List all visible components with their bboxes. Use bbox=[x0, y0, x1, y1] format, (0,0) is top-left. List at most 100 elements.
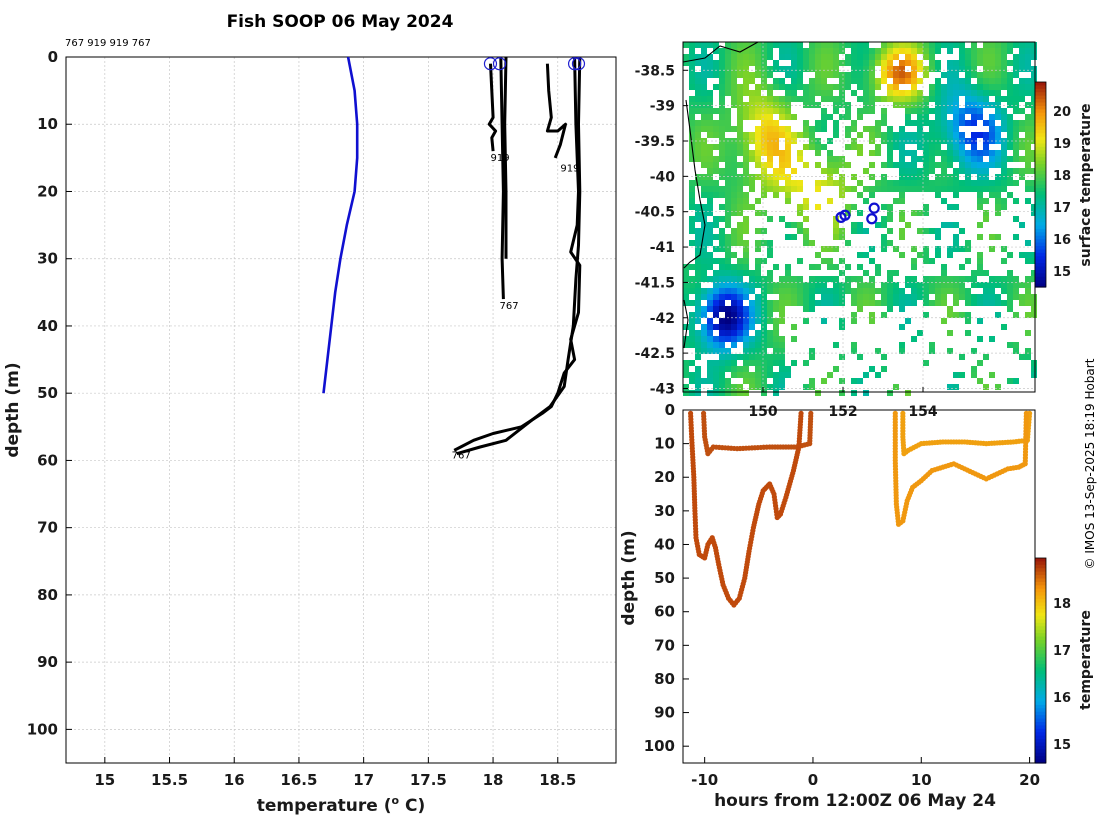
sst-cell bbox=[749, 132, 755, 138]
sst-cell bbox=[989, 42, 995, 48]
sst-cell bbox=[713, 72, 719, 78]
sst-cell bbox=[701, 288, 707, 294]
sst-cell bbox=[869, 192, 875, 198]
sst-cell bbox=[761, 186, 767, 192]
sst-cell bbox=[695, 342, 701, 348]
sst-cell bbox=[719, 204, 725, 210]
colorbar-swatch bbox=[1035, 105, 1046, 110]
sst-cell bbox=[1025, 168, 1031, 174]
sst-cell bbox=[977, 72, 983, 78]
sst-cell bbox=[785, 84, 791, 90]
profile-id-annotation: 767 bbox=[500, 301, 519, 312]
sst-cell bbox=[785, 372, 791, 378]
sst-cell bbox=[995, 204, 1001, 210]
sst-cell bbox=[707, 294, 713, 300]
sst-cell bbox=[743, 258, 749, 264]
sst-cell bbox=[881, 54, 887, 60]
sst-cell bbox=[791, 132, 797, 138]
colorbar-swatch bbox=[1035, 756, 1046, 761]
sst-cell bbox=[719, 324, 725, 330]
colorbar-swatch bbox=[1035, 208, 1046, 213]
sst-cell bbox=[971, 96, 977, 102]
sst-cell bbox=[971, 348, 977, 354]
sst-cell bbox=[977, 48, 983, 54]
sst-cell bbox=[749, 276, 755, 282]
sst-cell bbox=[935, 120, 941, 126]
sst-cell bbox=[1007, 300, 1013, 306]
sst-cell bbox=[869, 282, 875, 288]
sst-cell bbox=[695, 174, 701, 180]
sst-cell bbox=[689, 324, 695, 330]
sst-cell bbox=[761, 360, 767, 366]
sst-cell bbox=[695, 366, 701, 372]
sst-cell bbox=[737, 174, 743, 180]
sst-cell bbox=[863, 42, 869, 48]
sst-cell bbox=[971, 132, 977, 138]
sst-cell bbox=[929, 126, 935, 132]
sst-cell bbox=[737, 84, 743, 90]
sst-cell bbox=[893, 132, 899, 138]
sst-cell bbox=[791, 360, 797, 366]
sst-cell bbox=[779, 108, 785, 114]
sst-cell bbox=[983, 78, 989, 84]
sst-cell bbox=[719, 138, 725, 144]
sst-cell bbox=[905, 42, 911, 48]
sst-cell bbox=[743, 102, 749, 108]
sst-cell bbox=[707, 42, 713, 48]
sst-cell bbox=[773, 306, 779, 312]
sst-cell bbox=[1001, 246, 1007, 252]
sst-cell bbox=[749, 372, 755, 378]
sst-cell bbox=[833, 162, 839, 168]
map-lat-label: -40 bbox=[650, 169, 676, 185]
sst-cell bbox=[857, 210, 863, 216]
sst-cell bbox=[899, 288, 905, 294]
sst-cell bbox=[689, 318, 695, 324]
sst-cell bbox=[857, 228, 863, 234]
sst-cell bbox=[701, 336, 707, 342]
sst-cell bbox=[731, 288, 737, 294]
sst-cell bbox=[701, 156, 707, 162]
sst-cell bbox=[947, 66, 953, 72]
sst-cell bbox=[713, 390, 719, 396]
sst-cell bbox=[1001, 114, 1007, 120]
sst-cell bbox=[683, 276, 689, 282]
sst-cell bbox=[719, 342, 725, 348]
sst-cell bbox=[719, 336, 725, 342]
sst-cell bbox=[869, 300, 875, 306]
sst-cell bbox=[851, 126, 857, 132]
sst-cell bbox=[923, 168, 929, 174]
sst-cell bbox=[701, 348, 707, 354]
sst-cell bbox=[983, 60, 989, 66]
sst-cell bbox=[989, 372, 995, 378]
sst-cell bbox=[815, 150, 821, 156]
sst-cell bbox=[857, 282, 863, 288]
sst-cell bbox=[713, 144, 719, 150]
sst-cell bbox=[761, 84, 767, 90]
sst-cell bbox=[803, 54, 809, 60]
sst-cell bbox=[725, 42, 731, 48]
sst-cell bbox=[869, 108, 875, 114]
sst-cell bbox=[749, 324, 755, 330]
sst-cell bbox=[863, 102, 869, 108]
sst-cell bbox=[953, 150, 959, 156]
colorbar-swatch bbox=[1035, 246, 1046, 251]
sst-cell bbox=[833, 276, 839, 282]
sst-cell bbox=[1001, 78, 1007, 84]
sst-cell bbox=[737, 354, 743, 360]
sst-cell bbox=[821, 180, 827, 186]
sst-cell bbox=[923, 174, 929, 180]
sst-cell bbox=[953, 144, 959, 150]
sst-cell bbox=[773, 288, 779, 294]
map-lat-label: -43 bbox=[650, 381, 675, 397]
sst-cell bbox=[695, 258, 701, 264]
sst-cell bbox=[725, 198, 731, 204]
sst-cell bbox=[839, 318, 845, 324]
sst-cell bbox=[737, 96, 743, 102]
sst-cell bbox=[737, 102, 743, 108]
sst-cell bbox=[719, 54, 725, 60]
sst-cell bbox=[785, 90, 791, 96]
sst-cell bbox=[845, 288, 851, 294]
sst-cell bbox=[935, 78, 941, 84]
sst-cell bbox=[947, 222, 953, 228]
sst-cell bbox=[1007, 60, 1013, 66]
